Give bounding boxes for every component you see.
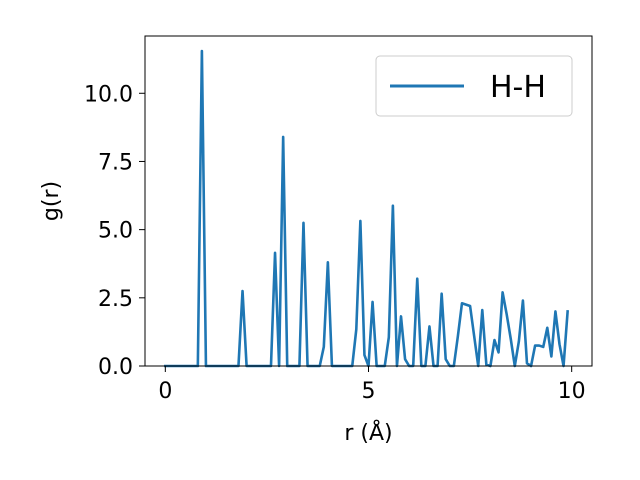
x-tick-label: 5 [362, 379, 376, 404]
y-tick-label: 0.0 [98, 355, 133, 380]
legend-label-h-h: H-H [490, 70, 546, 105]
legend: H-H [375, 55, 573, 117]
x-tick-label: 10 [558, 379, 586, 404]
legend-box [375, 55, 573, 117]
y-axis-ticks: 0.0 2.5 5.0 7.5 10.0 [84, 82, 145, 380]
y-tick-label: 7.5 [98, 150, 133, 175]
y-tick-label: 5.0 [98, 219, 133, 244]
x-tick-label: 0 [158, 379, 172, 404]
x-axis-ticks: 0 5 10 [158, 366, 586, 404]
y-tick-label: 10.0 [84, 82, 133, 107]
x-axis-label: r (Å) [344, 419, 392, 446]
y-tick-label: 2.5 [98, 287, 133, 312]
y-axis-label: g(r) [39, 181, 64, 221]
